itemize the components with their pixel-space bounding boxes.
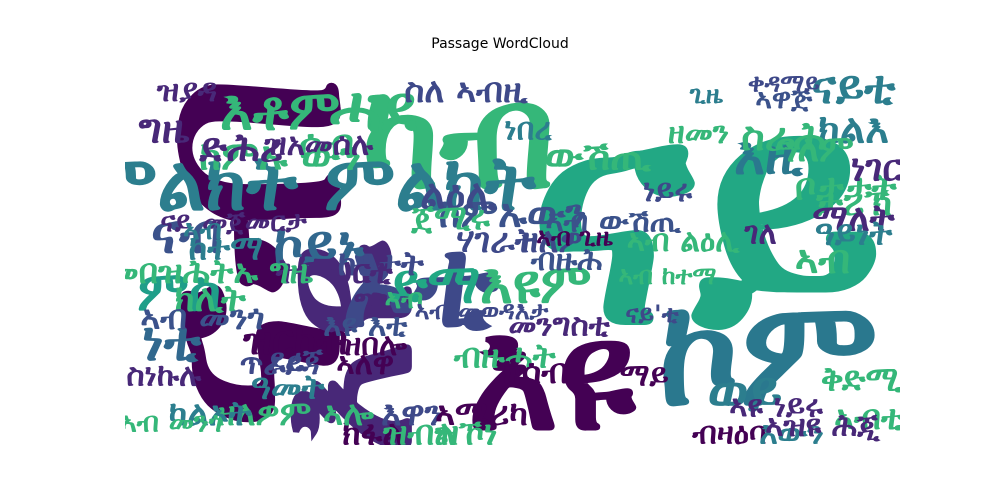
word-25: ግዜ xyxy=(139,106,190,152)
word-39: ሃገራት xyxy=(456,221,538,261)
word-9: እቶም xyxy=(220,78,340,142)
word-27: ሰብ xyxy=(299,122,354,168)
word-8: ሓደ xyxy=(329,73,417,147)
word-85: ኣዋጅ xyxy=(755,82,813,115)
word-22: ከምኡ ውን xyxy=(199,133,361,179)
word-76: ናይ መጀመርታ xyxy=(160,205,307,238)
word-24: ዝርከብ xyxy=(242,318,348,364)
word-61: ኣዝዩ ሕጂ xyxy=(765,408,881,444)
word-52: ዘለዎም ኣሎ xyxy=(217,394,374,434)
word-12: ነቲ xyxy=(142,309,202,373)
word-84: ዘመን xyxy=(668,115,729,151)
word-88: ኣብ ከተማ xyxy=(619,261,717,290)
word-62: ነይሩ xyxy=(643,173,692,209)
word-60: ኣዩ ነይሩ xyxy=(729,389,823,425)
word-87: ኣብ xyxy=(183,213,222,246)
word-82: ነበረ xyxy=(504,111,552,147)
word-7: ምልክት ምልክት xyxy=(125,139,536,228)
word-43: ከተማ xyxy=(189,229,263,269)
word-55: ብዛዕባ xyxy=(691,415,767,445)
word-3: እዩ xyxy=(467,286,636,445)
word-74: ስነኩሉ xyxy=(126,358,202,394)
word-41: ትምህርቲ xyxy=(275,252,394,292)
word-18: ናይቲ xyxy=(812,60,897,114)
word-56: እውን xyxy=(759,415,823,445)
word-34: ዓይነት xyxy=(815,213,893,253)
word-16: ወይ xyxy=(708,359,783,423)
word-86: ቀዳማይ xyxy=(748,69,820,98)
word-42: መበዝሕትኡ ግዜ xyxy=(125,252,313,292)
word-66: ብዙሕ xyxy=(530,242,603,278)
word-59: ማይ xyxy=(620,358,669,394)
word-36: ክሊት xyxy=(175,277,247,320)
word-29: ኣብ xyxy=(795,237,850,283)
word-81: ስለ ኣብዚ xyxy=(404,71,529,111)
word-77: ዝያዳ xyxy=(156,73,217,109)
word-44: ዘለዎ xyxy=(520,221,582,261)
word-20: ስራሕ xyxy=(741,114,826,160)
word-23: ከምኡውን xyxy=(439,191,587,237)
word-6: ኦቲ xyxy=(341,211,499,355)
word-40: ኩነታት xyxy=(338,244,425,284)
word-89: ናይ'ቲ xyxy=(625,300,679,329)
word-65: ኣብ ልዕሊ xyxy=(627,223,741,259)
word-45: ብዙሓት xyxy=(453,336,557,376)
word-80: መንግስቲ xyxy=(508,308,610,344)
word-64: ገለ xyxy=(743,215,776,251)
word-70: እዩ እቲ xyxy=(323,308,408,344)
word-5: ካብ xyxy=(361,60,555,222)
word-10: ናብ xyxy=(151,201,223,265)
word-26: ድሕሪ xyxy=(198,126,283,172)
word-90: ኣብ ጊዜ xyxy=(536,223,613,252)
chart-title: Passage WordCloud xyxy=(431,36,569,52)
word-72: ኣለዋ xyxy=(336,346,394,382)
word-79: ኣብ መወዳእታ xyxy=(415,296,549,325)
word-48: ኣሜሪካ xyxy=(435,394,528,434)
word-35: ዓለም xyxy=(776,127,854,170)
word-51: ዝብል xyxy=(382,413,456,445)
word-67: ዝአመሰሉ xyxy=(263,127,374,163)
word-75: ኣብ መንጎ xyxy=(125,405,223,438)
word-17: እዚ xyxy=(734,126,804,186)
word-63: ጀሚሩ xyxy=(410,198,490,238)
word-57: ኣብቲ xyxy=(834,398,900,438)
word-19: ክልእ xyxy=(818,106,889,152)
word-46: ክሳብ xyxy=(503,352,568,392)
word-58: ቅድሚ xyxy=(821,360,900,400)
word-21: ውሽጢ xyxy=(545,133,651,179)
word-13: ኮይኑ xyxy=(273,213,364,277)
word-54: ዓመት xyxy=(251,367,326,407)
word-38: ኣብ መንጎ xyxy=(140,298,264,338)
word-4: ኮም xyxy=(658,267,878,439)
word-33: ማለት xyxy=(812,196,895,239)
word-11: ምስ xyxy=(137,259,221,323)
word-78: ኣብ xyxy=(385,282,424,315)
word-83: ጊዜ xyxy=(689,80,724,109)
word-30: ቦታታት xyxy=(795,166,898,209)
word-73: ደረጃ xyxy=(267,342,324,378)
word-37: ግን xyxy=(354,283,392,323)
word-69: ጥራይ xyxy=(240,346,305,382)
word-50: ክፋል xyxy=(342,413,404,445)
word-53: ካልኦት xyxy=(169,394,253,434)
word-31: ነገር xyxy=(851,146,900,189)
word-28: ልዕሊ xyxy=(420,172,497,218)
word-14: ድማ xyxy=(388,251,480,315)
word-2: እዩ xyxy=(228,240,456,445)
word-49: ዝኾነ xyxy=(434,413,498,445)
word-1: ናብ xyxy=(125,73,401,431)
word-0: ናይ xyxy=(529,60,884,395)
word-68: ኣብ ውሽጢ xyxy=(545,204,682,240)
word-32: ታሪኽ xyxy=(814,181,891,224)
word-15: እዩም xyxy=(480,251,592,315)
word-71: ዝበሎ xyxy=(338,327,407,363)
word-47: እዋን xyxy=(381,394,442,434)
